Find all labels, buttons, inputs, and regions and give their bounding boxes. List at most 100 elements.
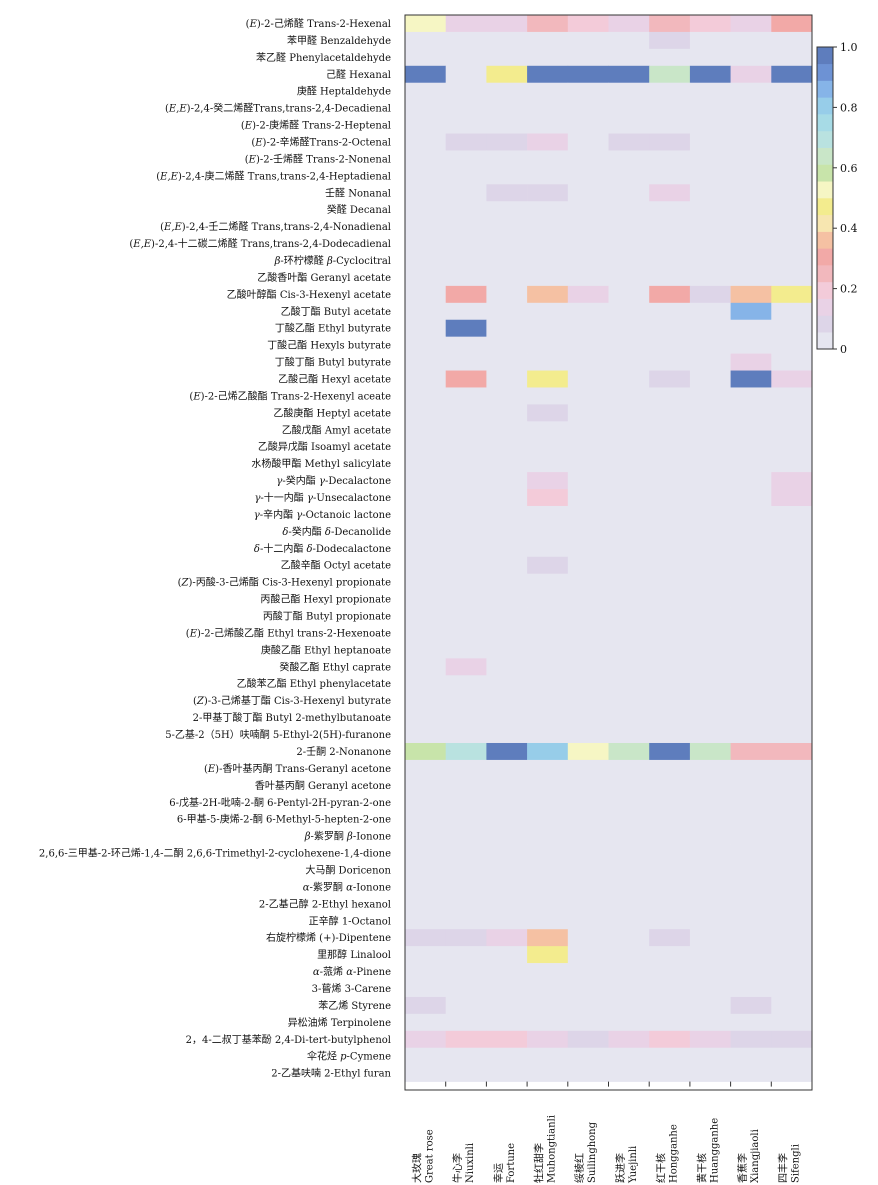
row-label: (E)-2-己烯乙酸酯 Trans-2-Hexenyl aceate: [189, 389, 391, 402]
heatmap-cell: [608, 489, 650, 507]
heatmap-cell: [689, 996, 731, 1015]
row-label: 丁酸丁酯 Butyl butyrate: [275, 356, 391, 369]
heatmap-cell: [486, 489, 528, 507]
row-label: 丙酸丁酯 Butyl propionate: [263, 610, 391, 623]
heatmap-cell: [527, 607, 569, 625]
heatmap-cell: [689, 218, 731, 236]
colorbar-segment: [817, 63, 833, 81]
heatmap-cell: [405, 235, 446, 253]
heatmap-cell: [405, 658, 446, 676]
heatmap-cell: [771, 726, 813, 744]
heatmap-cell: [689, 116, 731, 134]
heatmap-cell: [689, 353, 731, 371]
heatmap-cell: [608, 624, 650, 642]
heatmap-cell: [649, 116, 691, 134]
heatmap-cell: [771, 1013, 813, 1032]
heatmap-cell: [486, 184, 528, 202]
colorbar-tick-label: 1.0: [840, 41, 858, 54]
heatmap-cell: [486, 353, 528, 371]
heatmap-cell: [405, 759, 446, 778]
heatmap-cell: [730, 505, 772, 524]
colorbar-tick-label: 0.2: [840, 283, 858, 296]
heatmap-cell: [567, 252, 609, 270]
heatmap-cell: [527, 184, 569, 202]
heatmap-cell: [445, 387, 487, 405]
heatmap-cell: [405, 438, 446, 456]
heatmap-cell: [730, 522, 772, 541]
heatmap-cell: [527, 353, 569, 371]
heatmap-cell: [445, 252, 487, 270]
heatmap-cell: [486, 99, 528, 117]
colorbar-segment: [817, 315, 833, 333]
heatmap-cell: [649, 15, 691, 33]
heatmap-cell: [730, 692, 772, 710]
heatmap-cell: [527, 742, 569, 761]
heatmap-cell: [405, 201, 446, 219]
heatmap-cell: [527, 455, 569, 473]
heatmap-cell: [486, 167, 528, 185]
heatmap-cell: [649, 336, 691, 354]
heatmap-cell: [771, 218, 813, 236]
heatmap-cell: [730, 759, 772, 778]
heatmap-cell: [730, 929, 772, 947]
heatmap-cell: [771, 235, 813, 253]
heatmap-cell: [730, 472, 772, 490]
heatmap-cell: [608, 65, 650, 84]
heatmap-cell: [689, 1047, 731, 1065]
heatmap-cell: [649, 302, 691, 321]
heatmap-cell: [730, 980, 772, 998]
heatmap-cell: [567, 285, 609, 304]
heatmap-cell: [608, 99, 650, 117]
heatmap-cell: [567, 319, 609, 337]
heatmap-cell: [649, 472, 691, 490]
row-label: 壬醛 Nonanal: [325, 186, 391, 199]
column-label: Hongganhe: [669, 1124, 680, 1183]
heatmap-cell: [405, 404, 446, 422]
heatmap-cell: [405, 116, 446, 134]
heatmap-cell: [771, 489, 813, 507]
heatmap-cell: [527, 201, 569, 219]
heatmap-cell: [689, 336, 731, 354]
heatmap-cell: [730, 709, 772, 727]
row-label: 5-乙基-2（5H）呋喃酮 5-Ethyl-2(5H)-furanone: [165, 728, 391, 741]
heatmap-cell: [405, 827, 446, 845]
heatmap-cell: [445, 946, 487, 964]
colorbar-segment: [817, 97, 833, 115]
heatmap-cell: [445, 912, 487, 930]
heatmap-cell: [445, 489, 487, 507]
heatmap-cell: [527, 167, 569, 185]
heatmap-cell: [608, 505, 650, 524]
heatmap-cell: [567, 218, 609, 236]
heatmap-cell: [405, 742, 446, 761]
heatmap-cell: [567, 996, 609, 1015]
heatmap-cell: [649, 404, 691, 422]
heatmap-cell: [445, 658, 487, 676]
heatmap-cell: [567, 946, 609, 964]
colorbar-segment: [817, 147, 833, 165]
heatmap-cell: [649, 235, 691, 253]
heatmap-cell: [405, 302, 446, 321]
heatmap-cell: [730, 370, 772, 388]
row-label: 香叶基丙酮 Geranyl acetone: [255, 779, 391, 792]
heatmap-cell: [445, 116, 487, 134]
heatmap-cell: [689, 726, 731, 744]
heatmap-cell: [567, 726, 609, 744]
heatmap-cell: [527, 929, 569, 947]
heatmap-cell: [445, 235, 487, 253]
heatmap-cell: [649, 573, 691, 591]
heatmap-cell: [689, 387, 731, 405]
heatmap-cell: [649, 675, 691, 693]
heatmap-cell: [405, 878, 446, 896]
heatmap-cell: [771, 963, 813, 981]
heatmap-cell: [486, 438, 528, 456]
heatmap-cell: [405, 167, 446, 185]
heatmap-cell: [649, 539, 691, 558]
heatmap-cell: [567, 709, 609, 727]
heatmap-cell: [771, 82, 813, 100]
heatmap-cell: [567, 268, 609, 287]
heatmap-cell: [527, 590, 569, 608]
row-label: (E)-香叶基丙酮 Trans-Geranyl acetone: [204, 762, 391, 775]
heatmap-cell: [771, 438, 813, 456]
heatmap-cell: [649, 65, 691, 84]
heatmap-cell: [527, 285, 569, 304]
